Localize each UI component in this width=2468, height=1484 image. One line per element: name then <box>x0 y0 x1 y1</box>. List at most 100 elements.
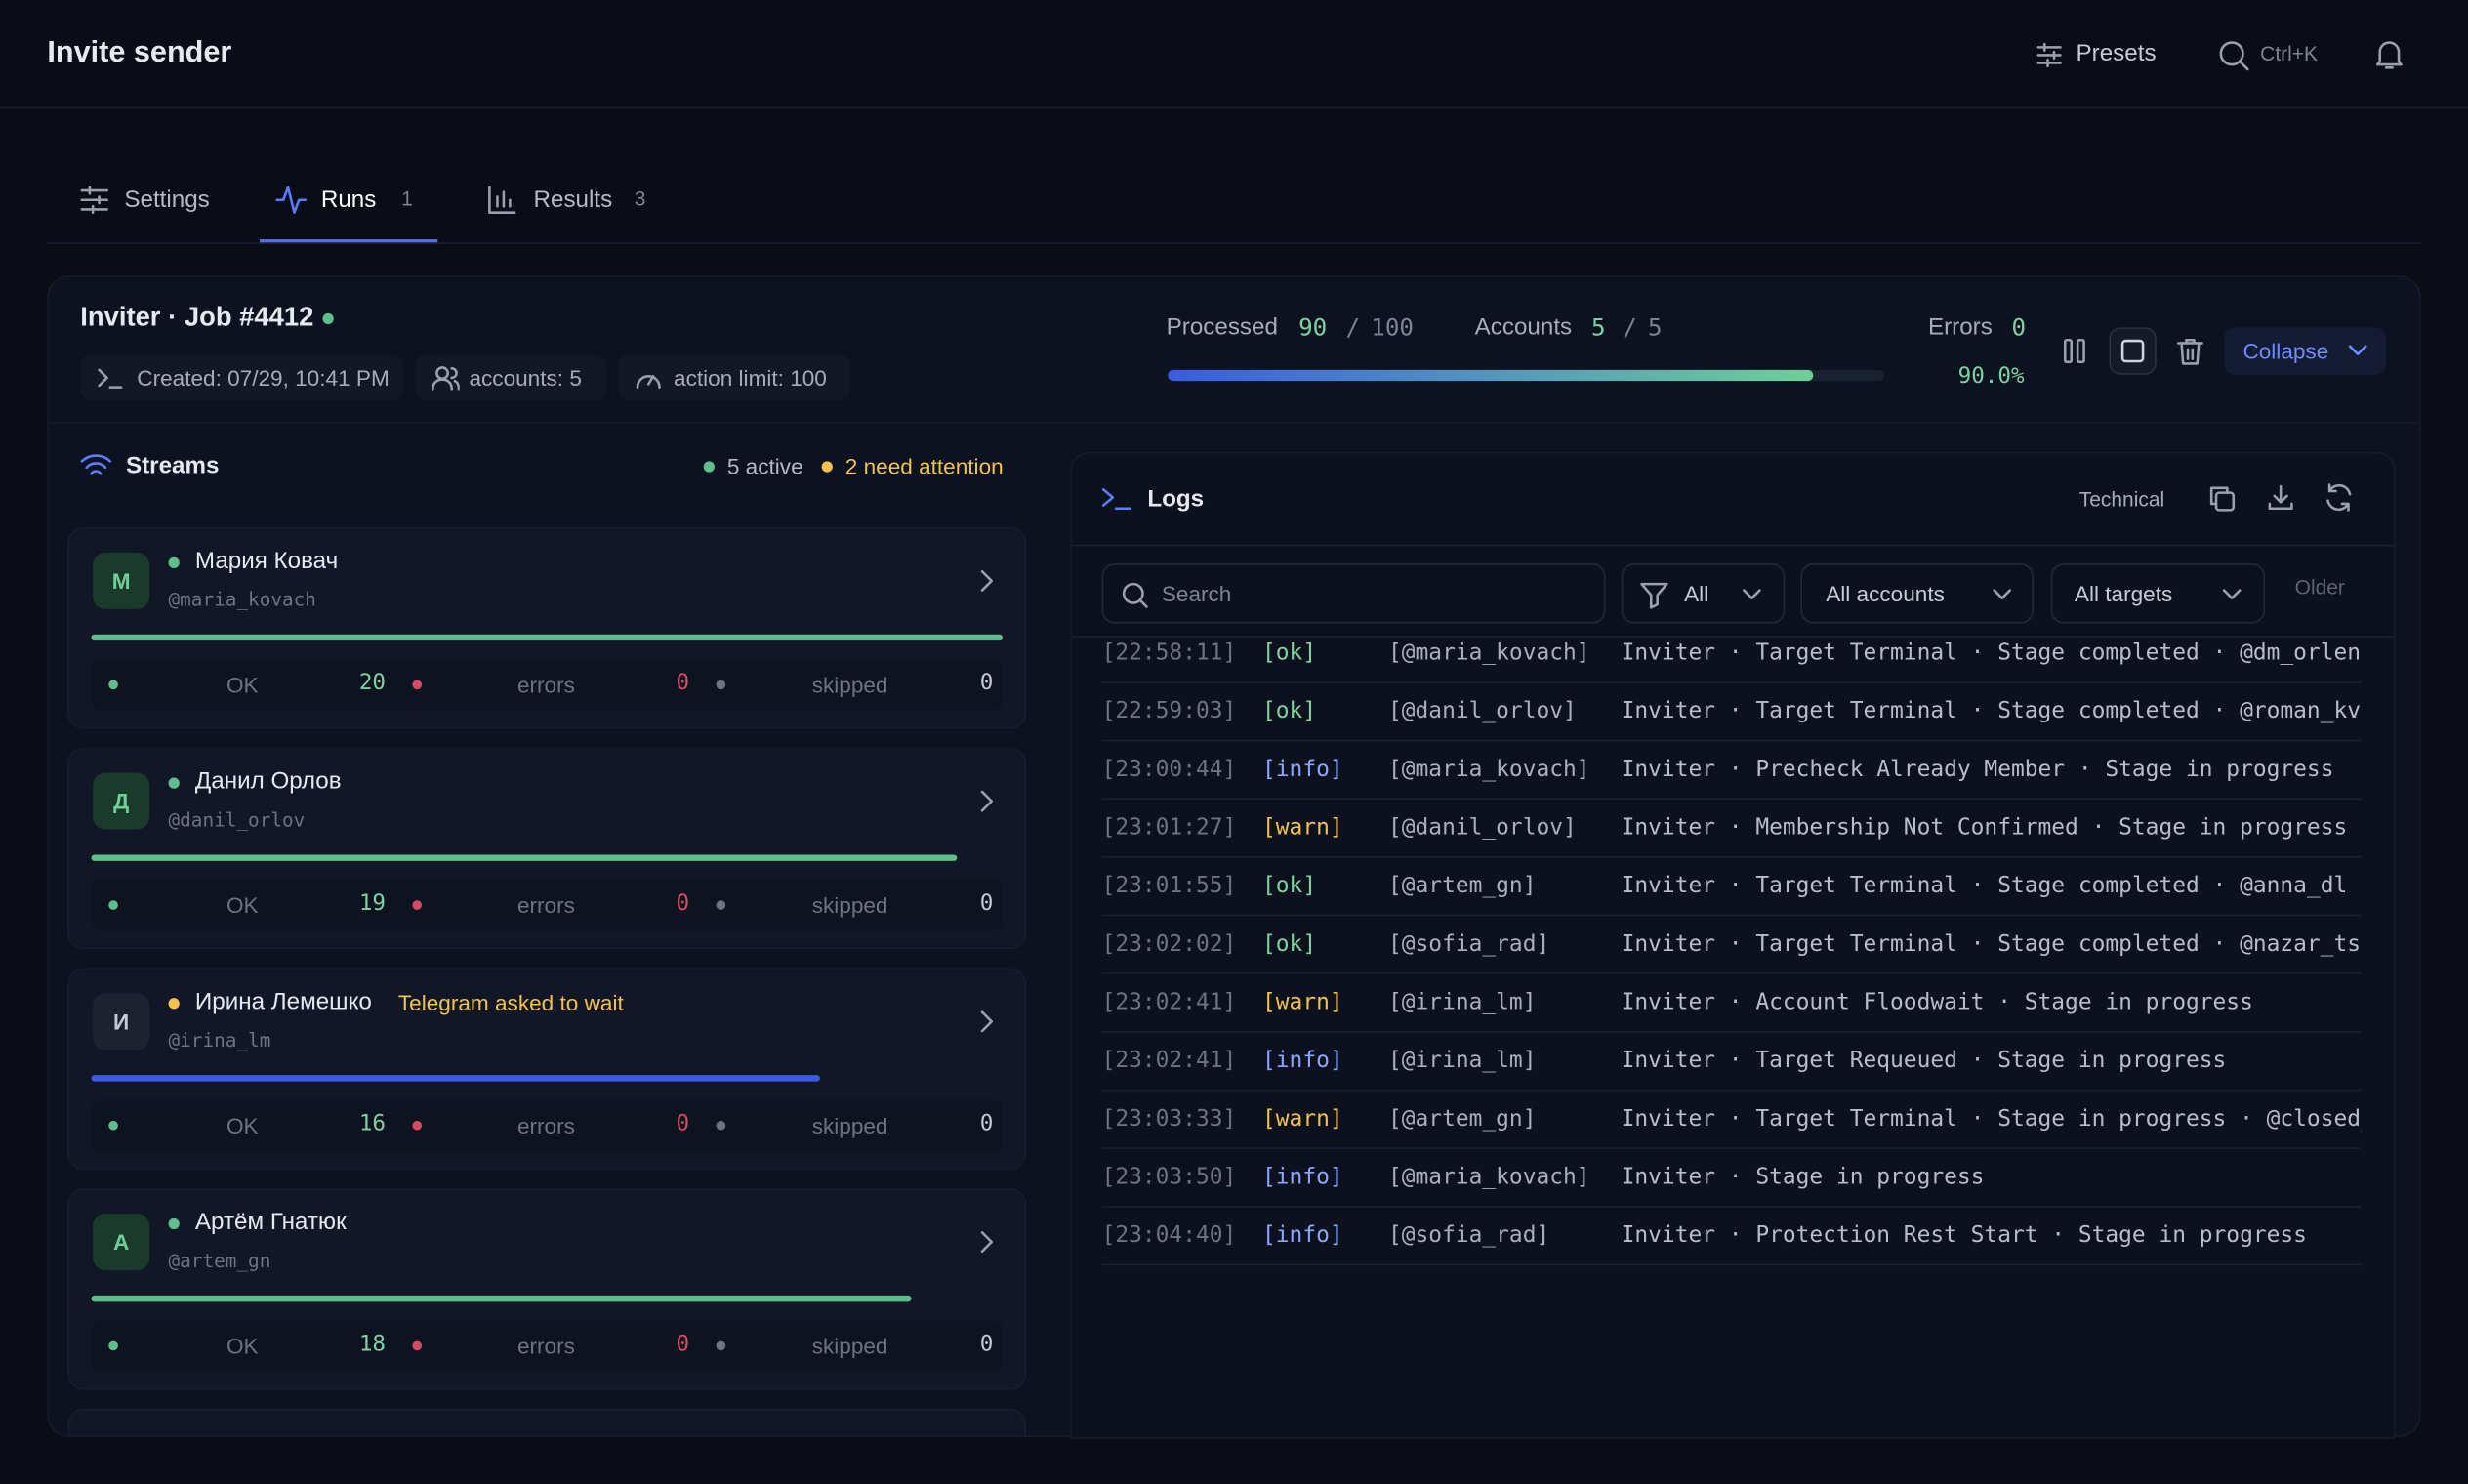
log-level: [warn] <box>1262 1106 1343 1133</box>
technical-toggle[interactable]: Technical <box>2078 486 2165 512</box>
tab-badge: 1 <box>401 186 413 211</box>
stop-button[interactable] <box>2109 327 2157 375</box>
log-row: [23:02:02] [ok] [@sofia_rad] Inviter · Targ… <box>1101 916 2362 974</box>
log-row: [23:01:55] [ok] [@artem_gn] Inviter · Targe… <box>1101 858 2362 917</box>
search-shortcut[interactable]: Ctrl+K <box>2260 41 2318 65</box>
log-level: [ok] <box>1262 698 1317 724</box>
stream-stats: OK 16 errors 0 skipped 0 <box>91 1099 1003 1151</box>
log-row: [23:02:41] [warn] [@irina_lm] Inviter · Acc… <box>1101 974 2362 1033</box>
log-level: [ok] <box>1262 873 1317 899</box>
stream-progress <box>91 854 958 861</box>
stat-label: errors <box>516 1112 575 1138</box>
status-dot <box>168 556 180 569</box>
stat-value: 19 <box>358 890 386 917</box>
separator: / <box>1345 312 1361 342</box>
progress-track <box>1168 369 1884 382</box>
log-level: [info] <box>1262 1222 1343 1249</box>
stat-label: errors <box>516 672 575 698</box>
log-account: [@irina_lm] <box>1387 1048 1537 1074</box>
log-account: [@maria_kovach] <box>1387 640 1590 666</box>
meta-text: action limit: 100 <box>674 365 827 391</box>
stat-label: errors <box>516 892 575 918</box>
percent: 90.0% <box>1957 363 2025 390</box>
log-level: [ok] <box>1262 931 1317 958</box>
stat-value: 0 <box>979 1331 994 1357</box>
collapse-button[interactable]: Collapse <box>2224 327 2387 375</box>
stat-label: OK <box>226 1112 259 1138</box>
log-row: [23:03:50] [info] [@maria_kovach] Inviter ·… <box>1101 1149 2362 1208</box>
header-border <box>0 106 2468 109</box>
errors-value: 0 <box>2011 312 2027 342</box>
stat-value: 0 <box>676 670 690 696</box>
presets-button[interactable]: Presets <box>2076 40 2157 67</box>
chevron <box>980 1010 994 1033</box>
log-row: [22:59:03] [ok] [@danil_orlov] Inviter · Ta… <box>1101 683 2362 742</box>
bell-icon[interactable] <box>2375 39 2404 70</box>
log-message: Inviter · Target Terminal · Stage comple… <box>1621 640 2362 666</box>
refresh-button[interactable] <box>2324 483 2353 512</box>
log-account: [@irina_lm] <box>1387 990 1537 1015</box>
meta-text: accounts: 5 <box>469 365 582 391</box>
older-button[interactable]: Older <box>2294 575 2345 599</box>
stat-dot <box>108 680 118 690</box>
download-button[interactable] <box>2267 483 2295 512</box>
stat-label: errors <box>516 1333 575 1359</box>
stream-card[interactable]: М Мария Ковач @maria_kovach OK 20 errors 0 skip… <box>67 527 1027 729</box>
active-count: 5 active <box>726 453 803 479</box>
filter-text: All targets <box>2074 580 2173 606</box>
chevron <box>980 790 994 812</box>
account-filter[interactable]: All accounts <box>1800 563 2035 624</box>
delete-button[interactable] <box>2177 337 2203 365</box>
stat-label: skipped <box>811 672 888 698</box>
stream-handle: @maria_kovach <box>168 588 316 611</box>
errors-label: Errors <box>1927 313 1993 342</box>
stream-handle: @artem_gn <box>168 1250 271 1272</box>
tabs-border <box>47 242 2421 244</box>
tab-active[interactable]: Runs <box>320 186 377 214</box>
log-account: [@sofia_rad] <box>1387 931 1550 958</box>
dot <box>821 461 833 473</box>
stat-value: 0 <box>676 1331 690 1357</box>
log-message: Inviter · Protection Rest Start · Stage … <box>1621 1222 2307 1249</box>
avatar: А <box>93 1214 150 1271</box>
stream-progress <box>91 634 1003 641</box>
meta-chip: accounts: 5 <box>415 355 606 400</box>
target-filter[interactable]: All targets <box>2050 563 2266 624</box>
stream-card[interactable]: А Артём Гнатюк @artem_gn OK 18 errors 0 skipped… <box>67 1188 1027 1390</box>
log-row: [23:01:27] [warn] [@danil_orlov] Inviter · … <box>1101 800 2362 858</box>
log-message: Inviter · Target Requeued · Stage in pro… <box>1621 1048 2227 1074</box>
log-time: [23:02:41] <box>1101 1048 1237 1074</box>
stat-dot <box>412 1340 423 1351</box>
log-account: [@danil_orlov] <box>1387 815 1577 841</box>
tab[interactable]: Settings <box>124 186 210 214</box>
presets-icon <box>2036 42 2062 68</box>
search-input[interactable]: Search <box>1101 563 1606 624</box>
stat-dot <box>108 900 118 910</box>
log-row: [23:03:33] [warn] [@artem_gn] Inviter · Tar… <box>1101 1091 2362 1149</box>
pause-button[interactable] <box>2062 338 2087 364</box>
log-level: [info] <box>1262 757 1343 783</box>
stat-dot <box>108 1120 118 1131</box>
chevron <box>980 1231 994 1254</box>
log-message: Inviter · Target Terminal · Stage comple… <box>1621 698 2362 724</box>
log-row: [23:00:44] [info] [@maria_kovach] Inviter ·… <box>1101 741 2362 801</box>
stat-dot <box>716 1340 726 1351</box>
stat-dot <box>412 680 423 690</box>
stream-card[interactable]: И Ирина Лемешко Telegram asked to wait @iri… <box>67 968 1027 1170</box>
app-title: Invite sender <box>47 36 232 69</box>
stat-value: 0 <box>979 890 994 917</box>
stat-label: skipped <box>811 892 888 918</box>
log-time: [23:02:41] <box>1101 990 1237 1015</box>
log-level: [info] <box>1262 1048 1343 1074</box>
level-filter[interactable]: All <box>1621 563 1786 624</box>
accounts-value: 5 <box>1590 312 1606 342</box>
log-time: [23:00:44] <box>1101 757 1237 783</box>
copy-button[interactable] <box>2208 485 2237 514</box>
filter-text: All accounts <box>1826 580 1945 606</box>
stream-note: Telegram asked to wait <box>397 990 624 1015</box>
stream-name: Артём Гнатюк <box>194 1209 347 1236</box>
tab[interactable]: Results <box>533 186 613 214</box>
log-account: [@maria_kovach] <box>1387 1165 1590 1190</box>
stream-card[interactable]: Д Данил Орлов @danil_orlov OK 19 errors 0 skipp… <box>67 747 1027 950</box>
